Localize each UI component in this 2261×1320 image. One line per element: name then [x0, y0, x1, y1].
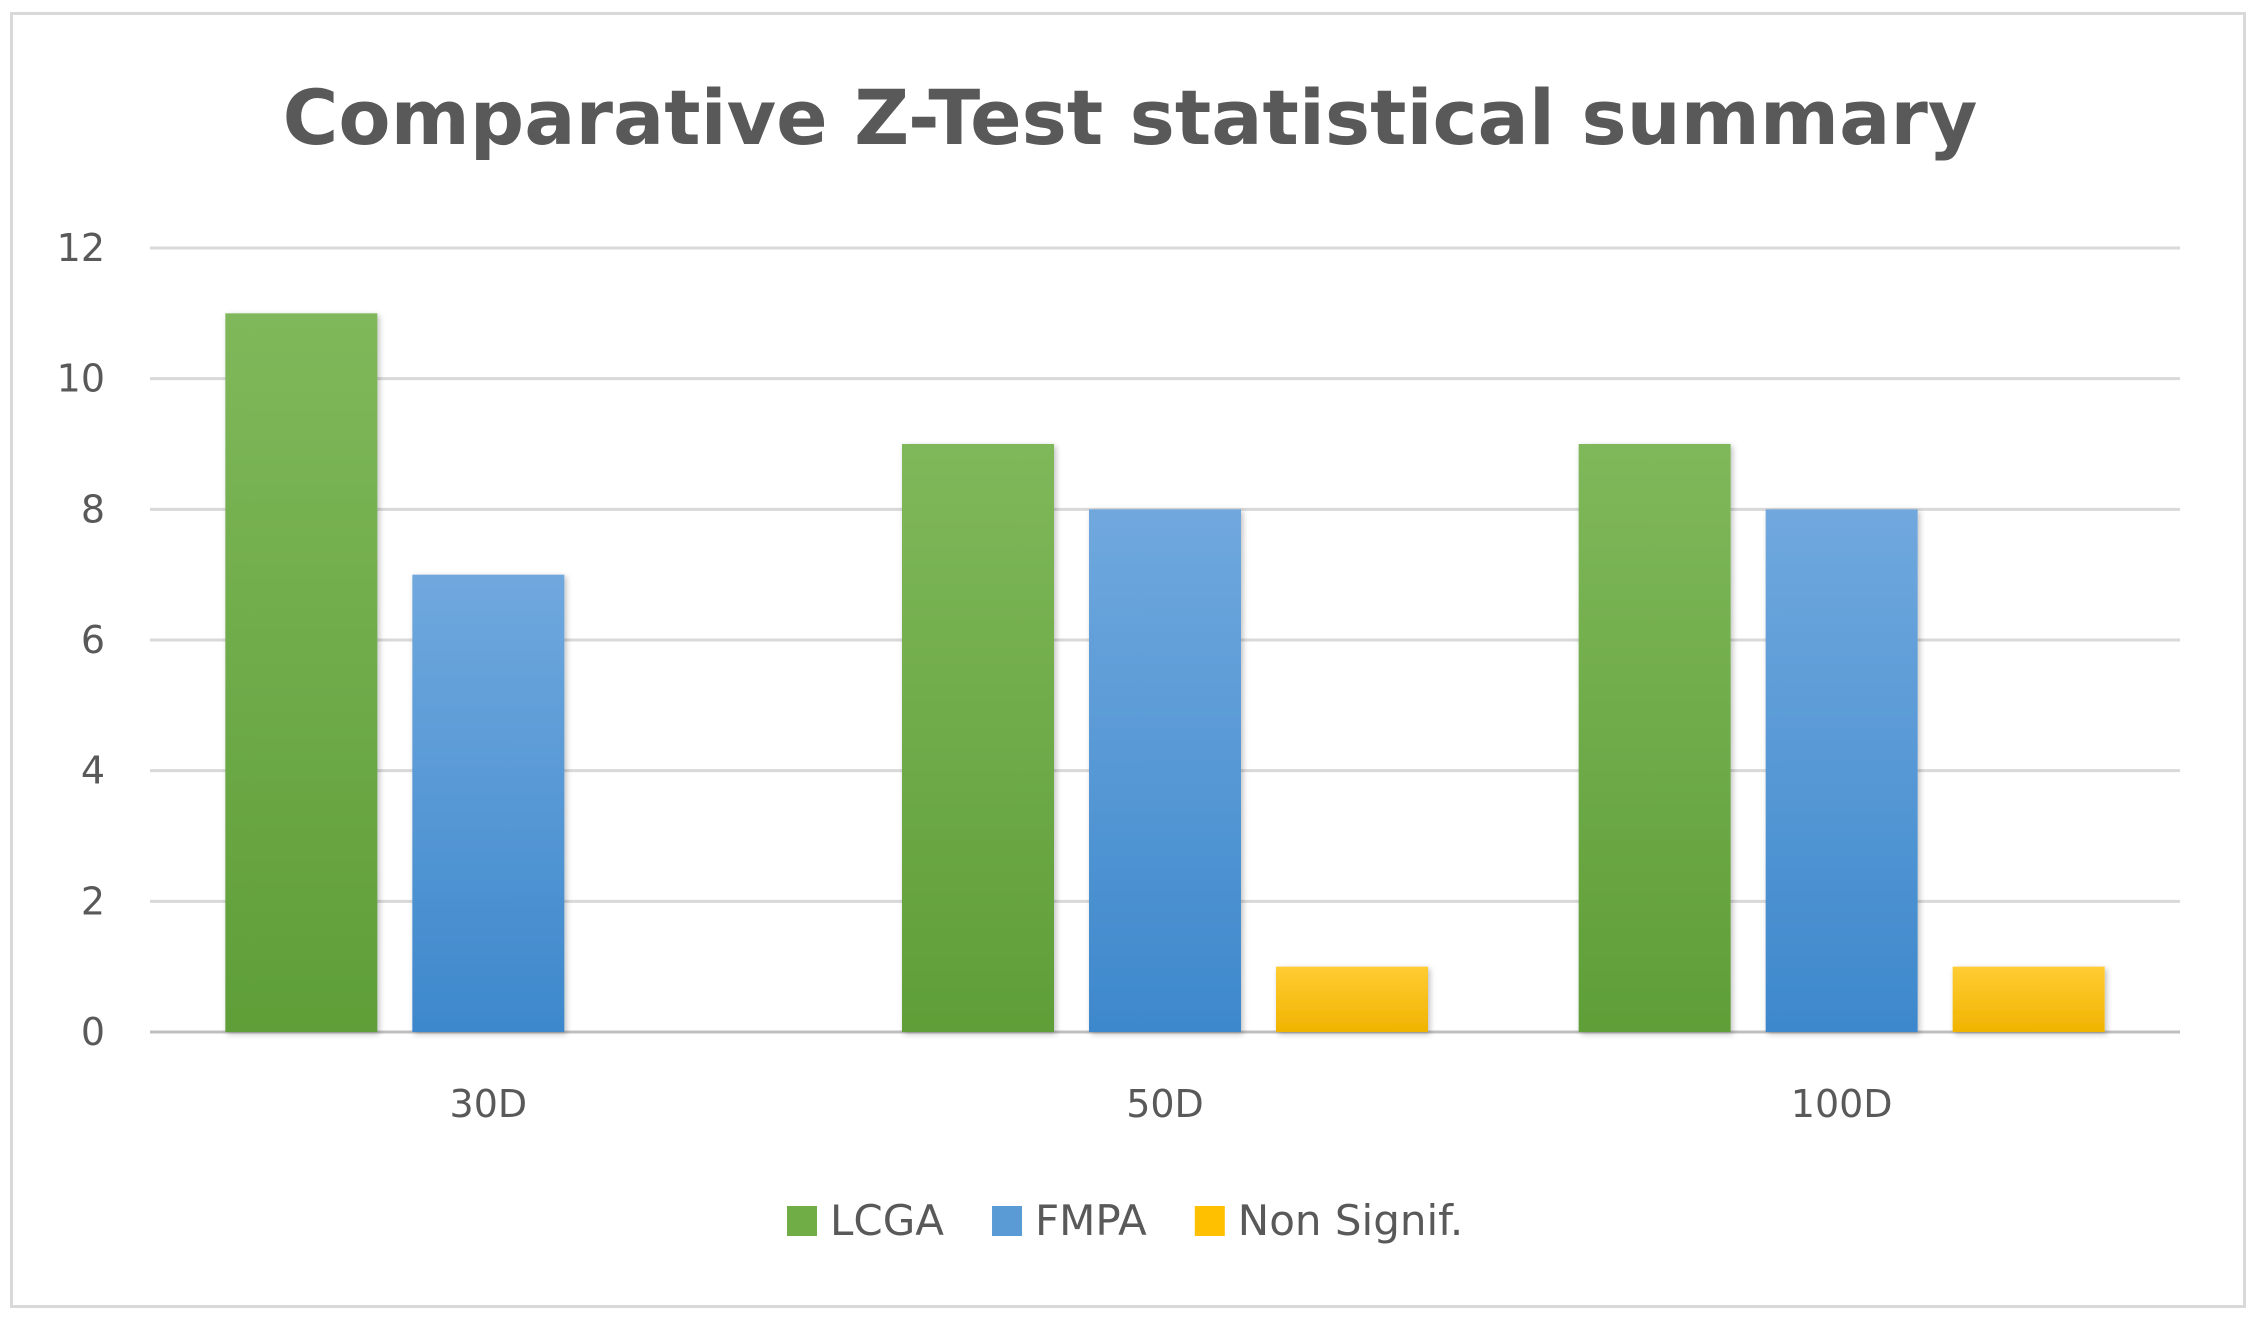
chart-title: Comparative Z-Test statistical summary — [283, 73, 1978, 162]
y-tick-label: 10 — [57, 357, 105, 401]
y-tick-label: 6 — [81, 618, 105, 662]
x-tick-label: 30D — [450, 1082, 528, 1126]
bar-lcga-100d — [1578, 444, 1731, 1032]
bar-fmpa-30d — [412, 574, 565, 1032]
legend: LCGA FMPA Non Signif. — [787, 1196, 1463, 1245]
x-axis-ticks: 30D 50D 100D — [450, 1082, 1893, 1126]
bar-fmpa-50d — [1089, 509, 1241, 1032]
y-tick-label: 2 — [81, 879, 105, 923]
legend-swatch — [787, 1206, 817, 1236]
x-tick-label: 100D — [1791, 1082, 1893, 1126]
y-tick-label: 4 — [81, 749, 105, 793]
bar-non-signif-100d — [1952, 966, 2105, 1032]
x-tick-label: 50D — [1126, 1082, 1204, 1126]
legend-swatch — [1194, 1206, 1225, 1236]
bar-lcga-50d — [902, 444, 1054, 1032]
y-tick-label: 8 — [81, 487, 105, 531]
y-axis-ticks: 0 2 4 6 8 10 12 — [57, 226, 105, 1054]
y-tick-label: 0 — [81, 1010, 105, 1054]
legend-label: FMPA — [1035, 1196, 1147, 1245]
legend-label: LCGA — [830, 1196, 944, 1245]
bar-lcga-30d — [225, 313, 378, 1032]
bar-non-signif-50d — [1276, 966, 1428, 1032]
legend-swatch — [992, 1206, 1023, 1236]
y-tick-label: 12 — [57, 226, 105, 270]
bars — [225, 313, 2105, 1032]
legend-label: Non Signif. — [1238, 1196, 1463, 1245]
bar-fmpa-100d — [1765, 509, 1918, 1032]
